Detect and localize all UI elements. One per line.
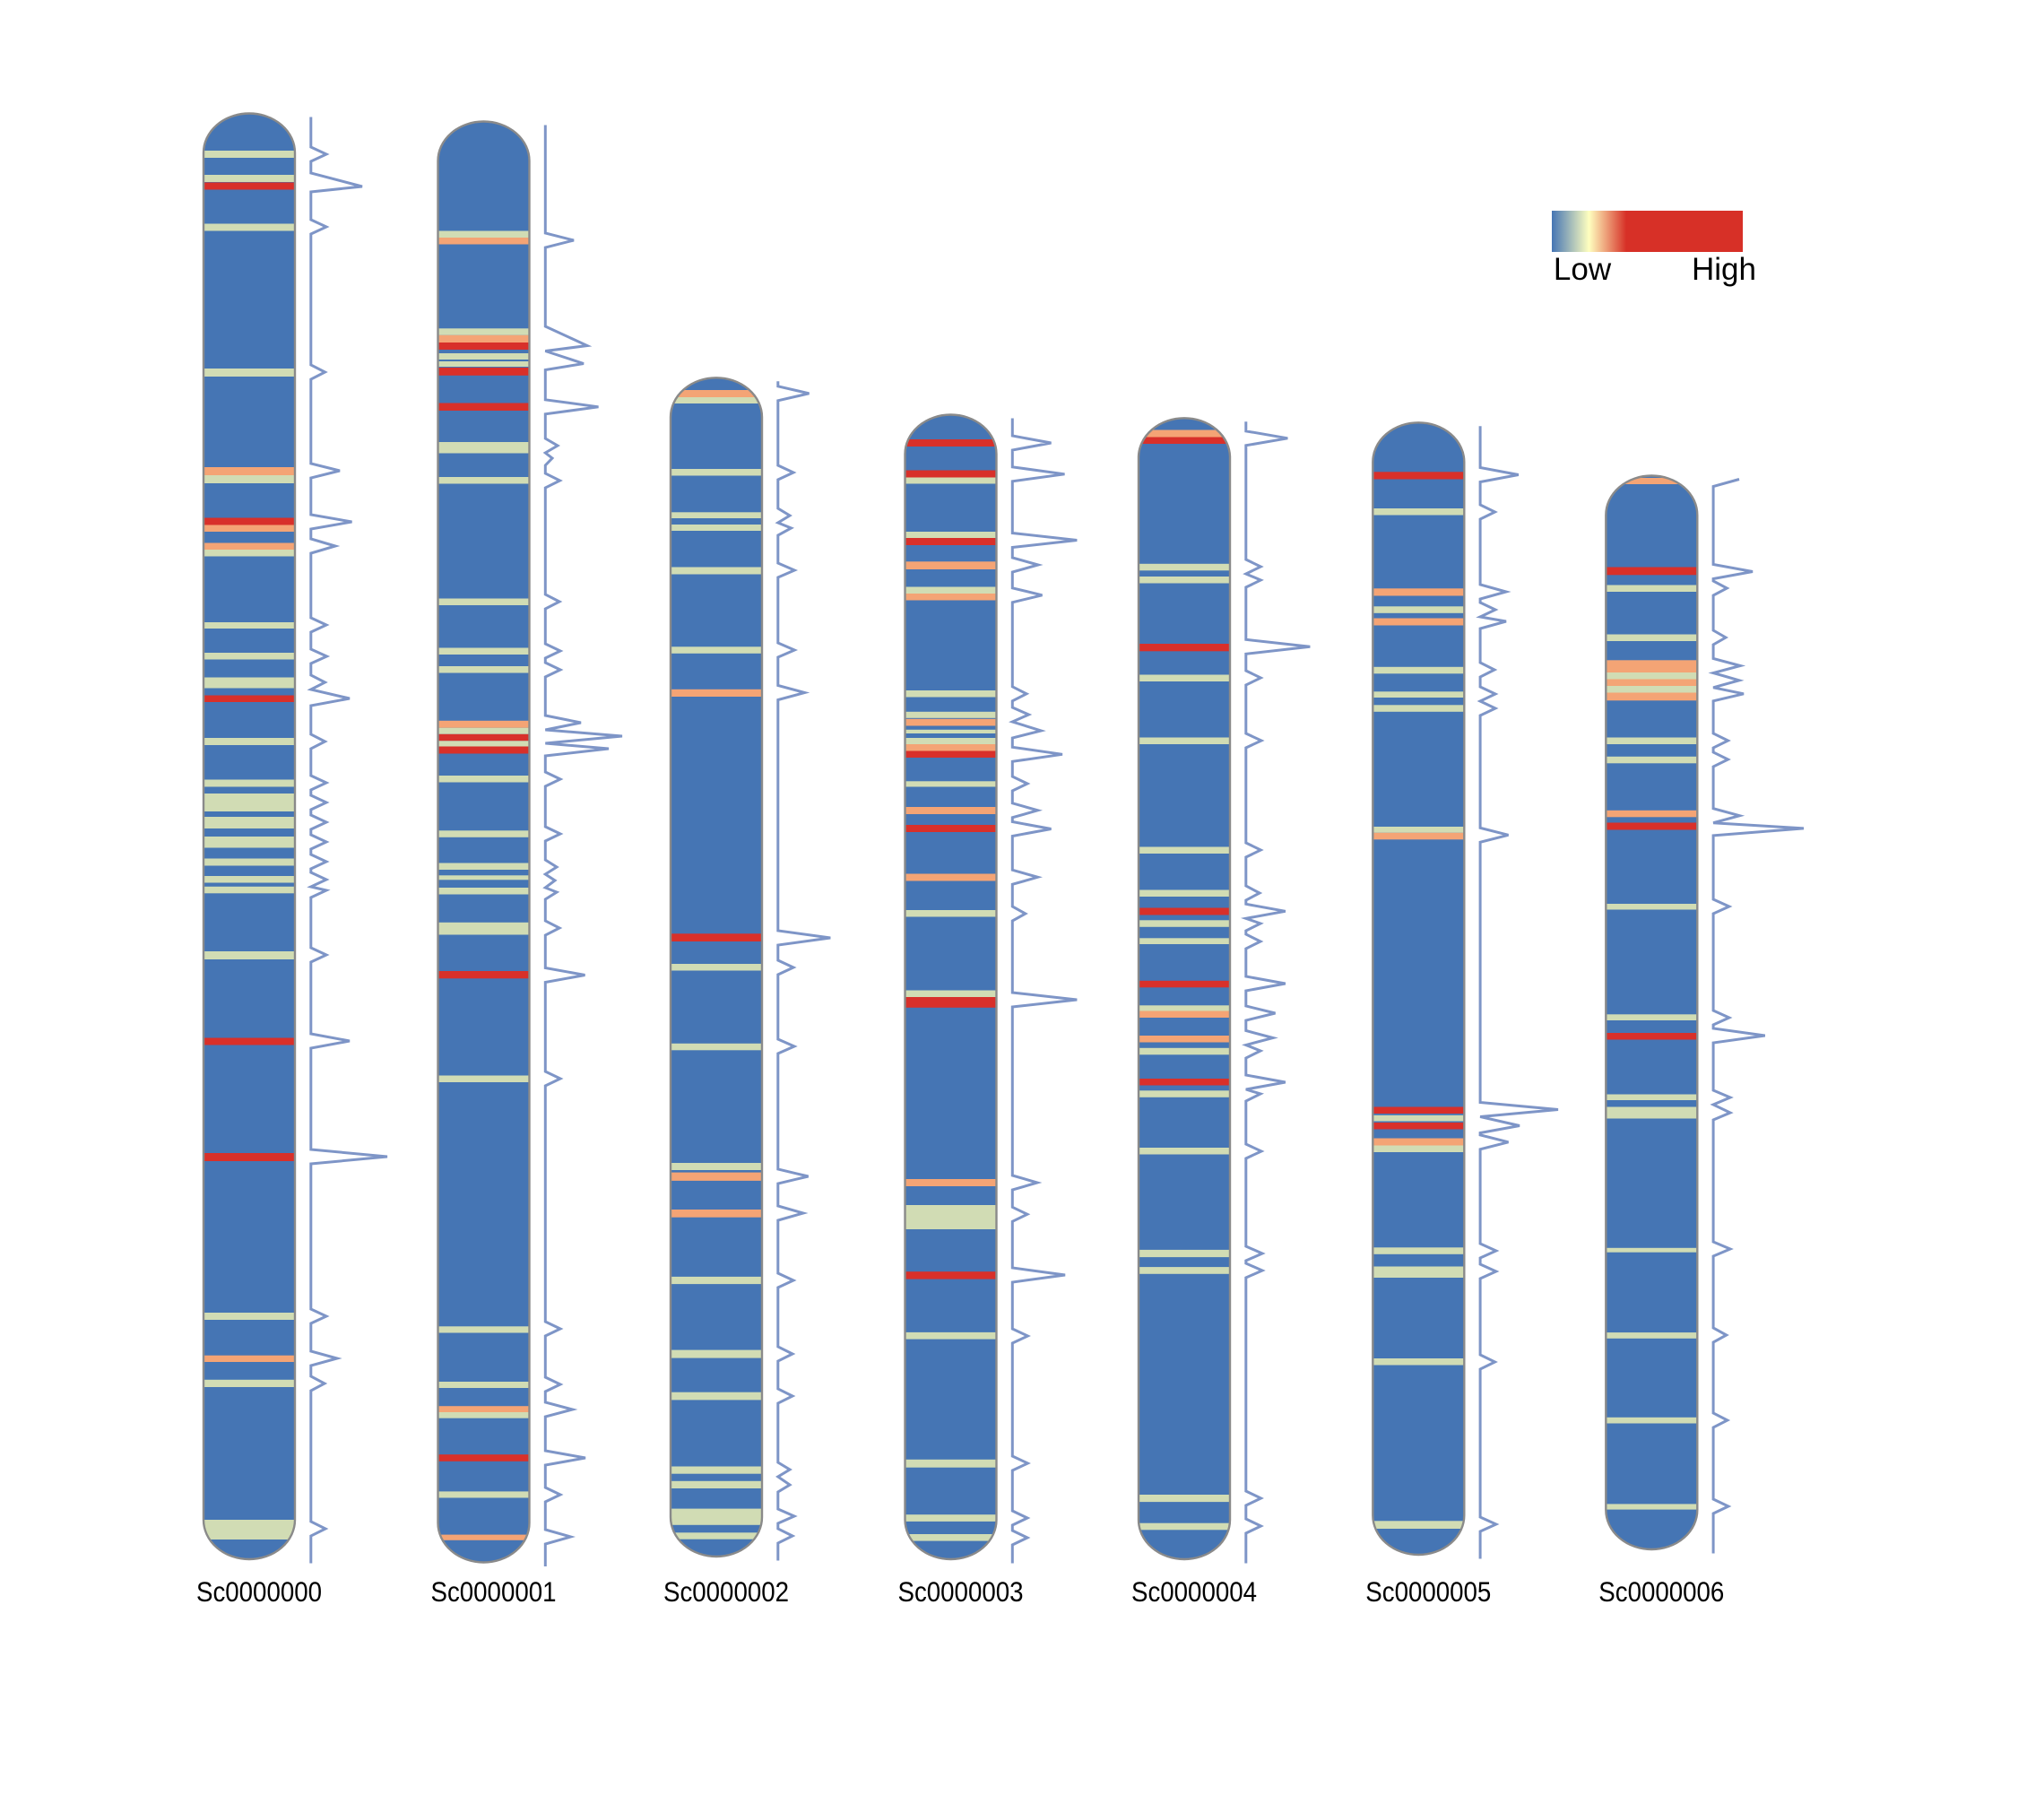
svg-text:Sc0000006: Sc0000006 bbox=[1598, 1575, 1724, 1608]
svg-text:Low: Low bbox=[1554, 252, 1612, 287]
svg-text:Sc0000003: Sc0000003 bbox=[898, 1575, 1024, 1608]
svg-text:Sc0000004: Sc0000004 bbox=[1131, 1575, 1257, 1608]
svg-text:Sc0000005: Sc0000005 bbox=[1365, 1575, 1491, 1608]
svg-text:Sc0000002: Sc0000002 bbox=[663, 1575, 789, 1608]
svg-text:High: High bbox=[1692, 252, 1756, 287]
svg-text:Sc0000001: Sc0000001 bbox=[431, 1575, 557, 1608]
svg-text:Sc0000000: Sc0000000 bbox=[196, 1575, 322, 1608]
